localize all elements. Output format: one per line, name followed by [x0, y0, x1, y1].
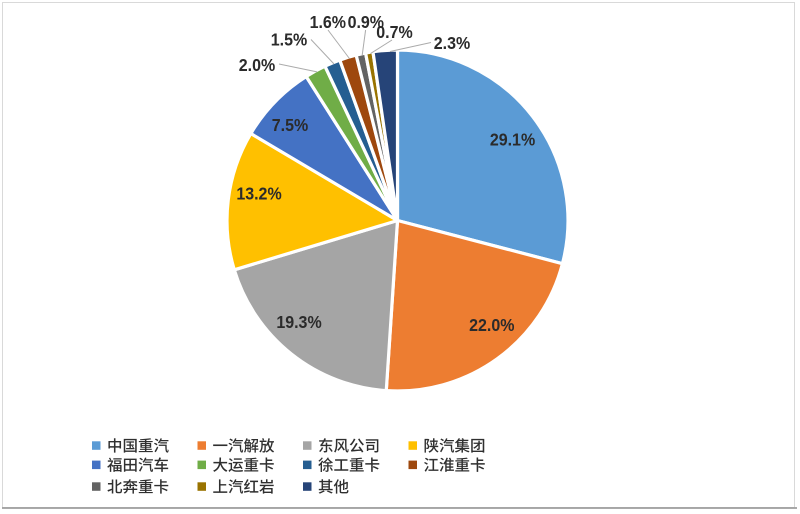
svg-text:22.0%: 22.0% — [469, 315, 514, 335]
svg-text:0.9%: 0.9% — [348, 12, 385, 32]
svg-text:29.1%: 29.1% — [490, 130, 535, 150]
svg-text:2.3%: 2.3% — [434, 33, 471, 53]
svg-text:2.0%: 2.0% — [239, 55, 276, 75]
svg-text:1.6%: 1.6% — [310, 12, 347, 32]
svg-text:0.7%: 0.7% — [376, 22, 413, 42]
svg-text:13.2%: 13.2% — [236, 184, 281, 204]
svg-text:19.3%: 19.3% — [276, 312, 321, 332]
svg-text:1.5%: 1.5% — [271, 30, 308, 50]
svg-text:7.5%: 7.5% — [272, 115, 309, 135]
